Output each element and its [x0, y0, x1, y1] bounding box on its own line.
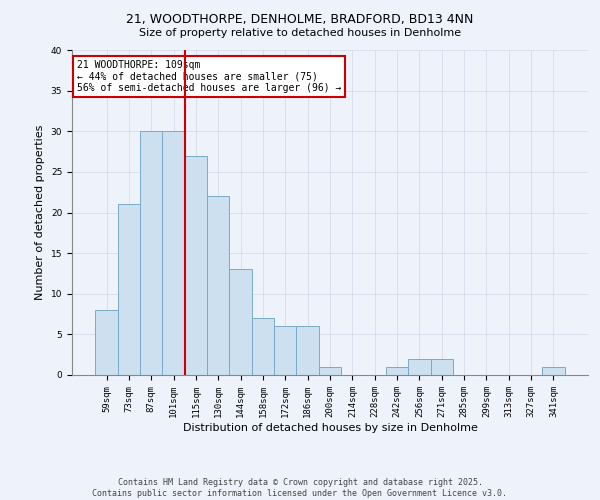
Bar [229, 270, 252, 375]
Text: 21, WOODTHORPE, DENHOLME, BRADFORD, BD13 4NN: 21, WOODTHORPE, DENHOLME, BRADFORD, BD13… [127, 12, 473, 26]
Bar [431, 359, 453, 375]
Bar [542, 367, 565, 375]
X-axis label: Distribution of detached houses by size in Denholme: Distribution of detached houses by size … [182, 422, 478, 432]
Bar [140, 131, 163, 375]
Bar [118, 204, 140, 375]
Bar [207, 196, 229, 375]
Bar [386, 367, 408, 375]
Text: Size of property relative to detached houses in Denholme: Size of property relative to detached ho… [139, 28, 461, 38]
Bar [408, 359, 431, 375]
Bar [185, 156, 207, 375]
Y-axis label: Number of detached properties: Number of detached properties [35, 125, 45, 300]
Bar [163, 131, 185, 375]
Bar [319, 367, 341, 375]
Bar [95, 310, 118, 375]
Text: 21 WOODTHORPE: 109sqm
← 44% of detached houses are smaller (75)
56% of semi-deta: 21 WOODTHORPE: 109sqm ← 44% of detached … [77, 60, 341, 93]
Text: Contains HM Land Registry data © Crown copyright and database right 2025.
Contai: Contains HM Land Registry data © Crown c… [92, 478, 508, 498]
Bar [252, 318, 274, 375]
Bar [274, 326, 296, 375]
Bar [296, 326, 319, 375]
